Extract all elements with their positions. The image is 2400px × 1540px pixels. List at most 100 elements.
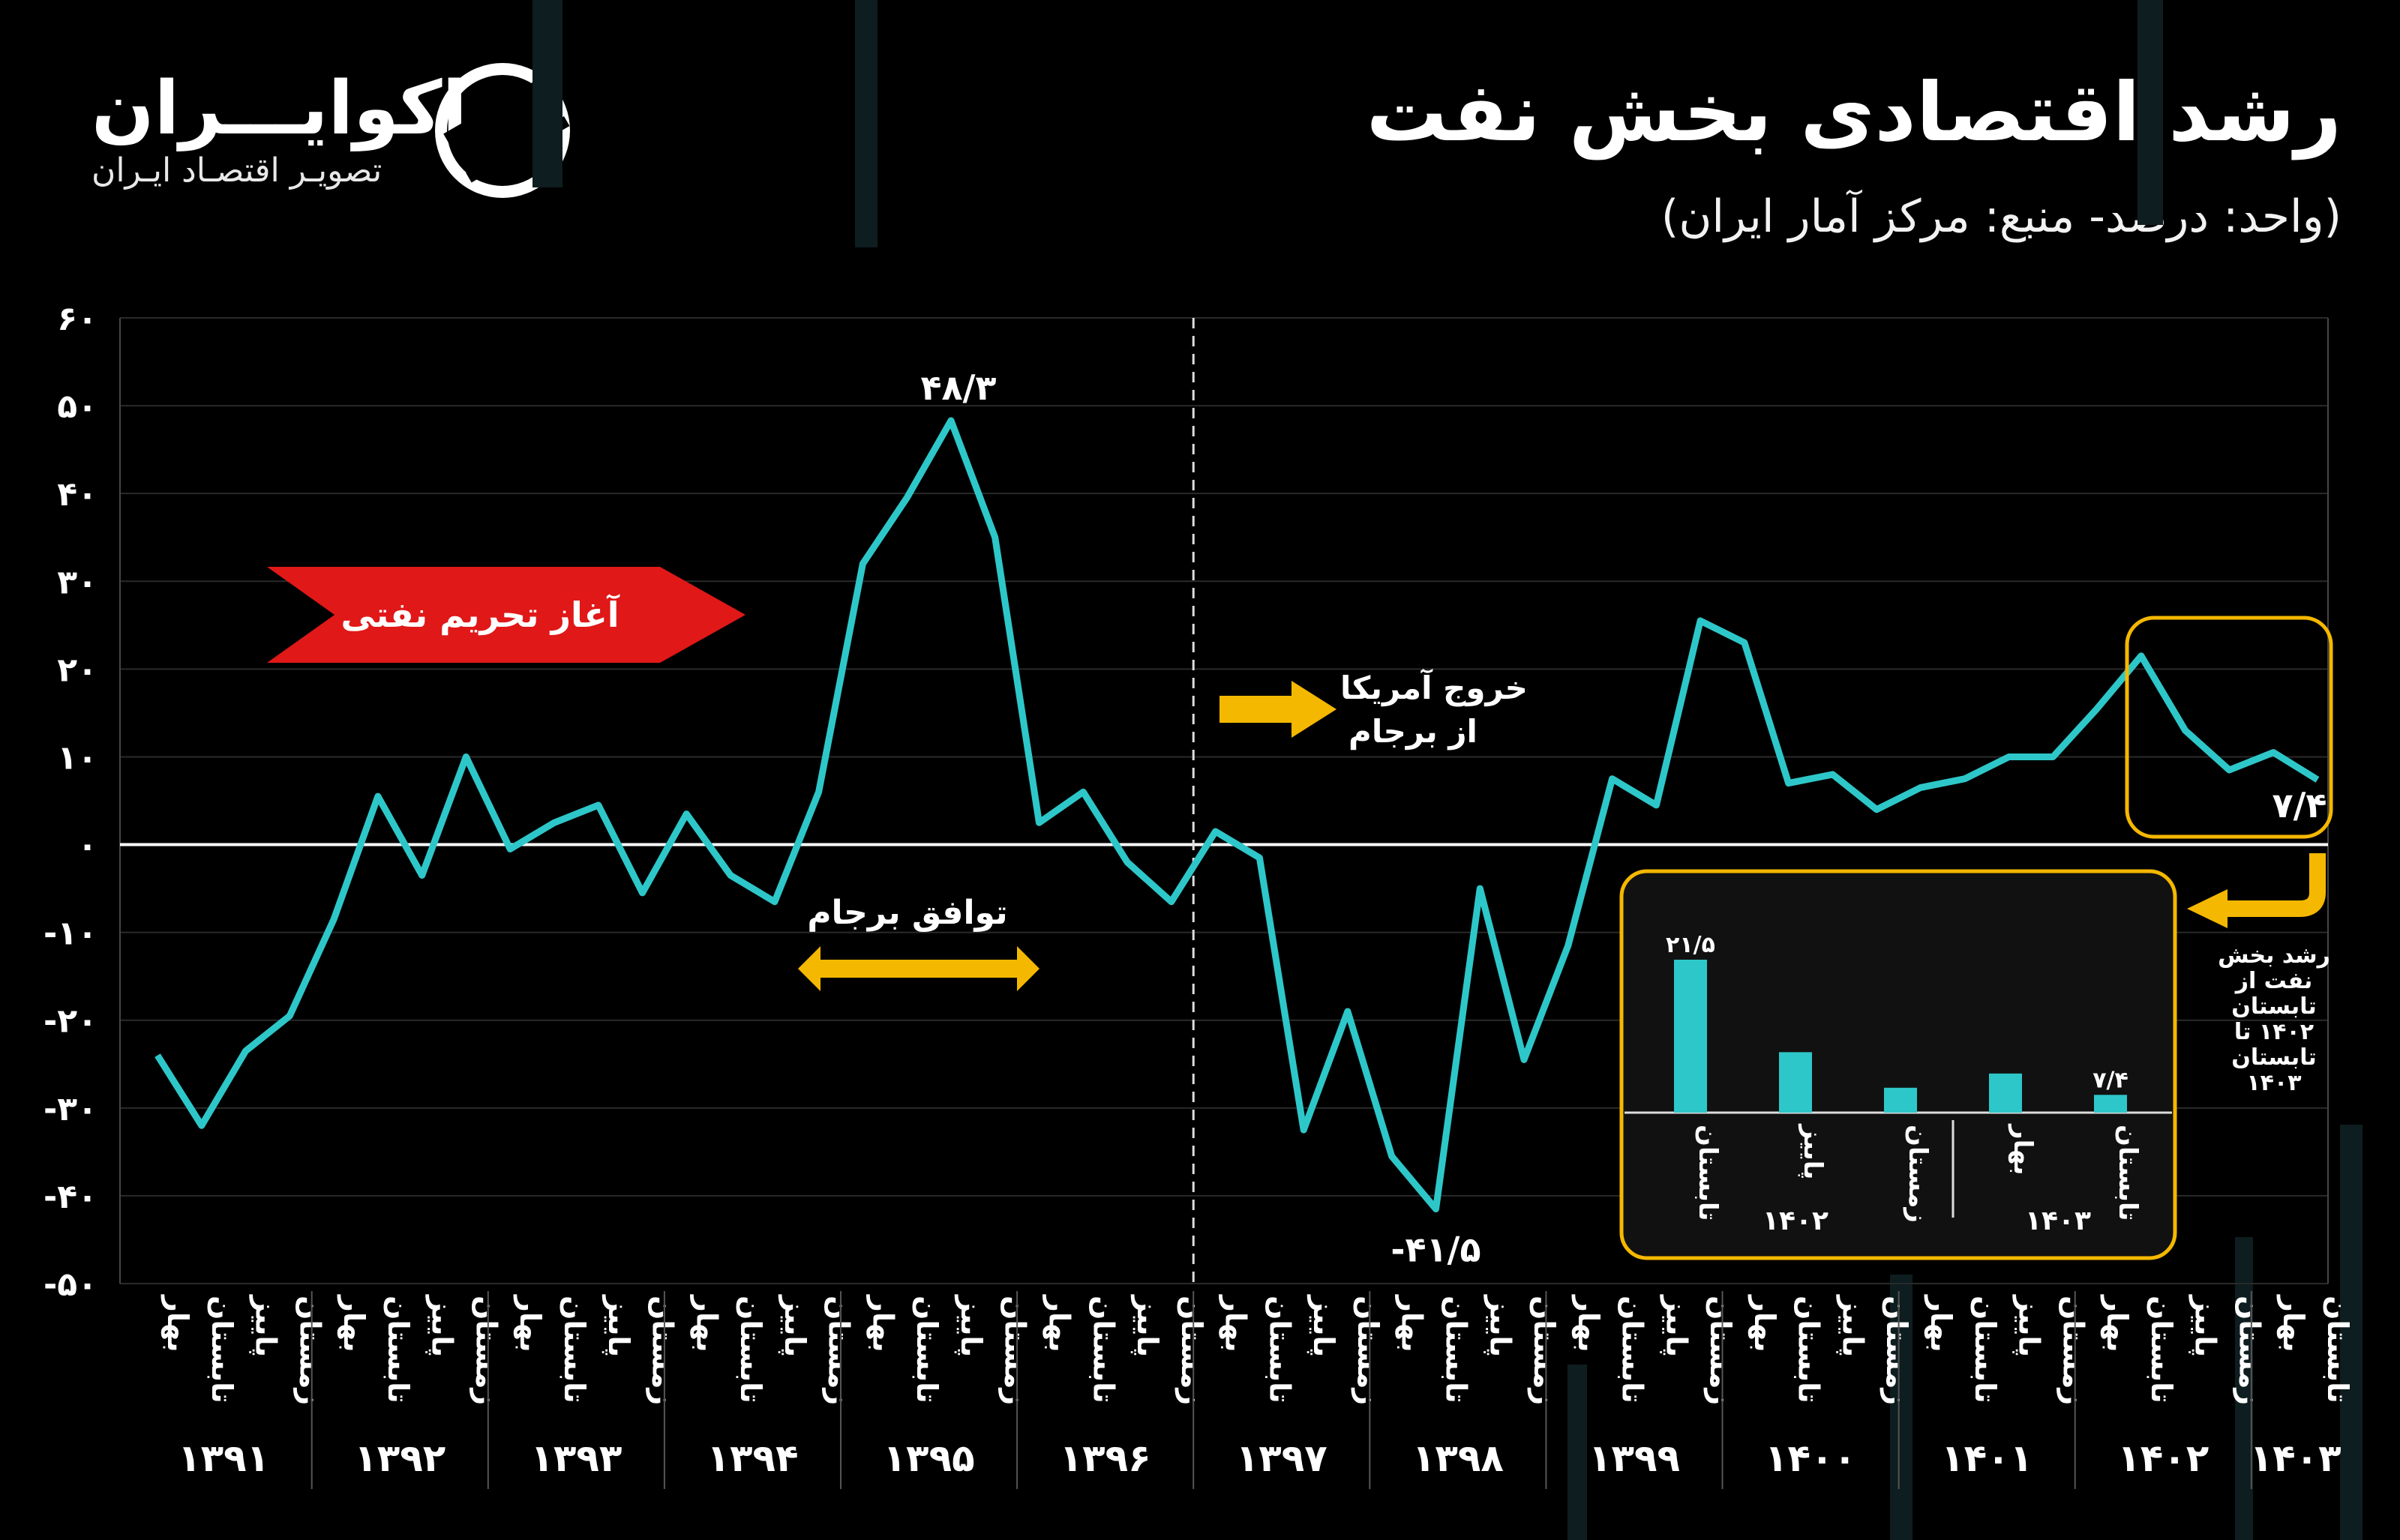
- inset-note-line: تابستان: [2231, 1044, 2316, 1071]
- x-quarter-label: بهار: [1748, 1294, 1781, 1353]
- x-quarter-label: تابستان: [1439, 1296, 1472, 1404]
- x-quarter-label: زمستان: [293, 1296, 326, 1405]
- x-quarter-label: بهار: [866, 1294, 899, 1353]
- inset-category-label: زمستان: [1903, 1125, 1933, 1223]
- x-quarter-label: پاییز: [250, 1294, 283, 1357]
- x-quarter-label: زمستان: [1704, 1296, 1737, 1405]
- x-year-label: ۱۳۹۱: [178, 1437, 269, 1480]
- inset-bar-value: ۷/۴: [2092, 1067, 2128, 1093]
- inset-note-line: ۱۴۰۲ تا: [2234, 1019, 2314, 1045]
- jcpoa-label: توافق برجام: [807, 894, 1007, 932]
- inset-group-label: ۱۴۰۳: [2025, 1206, 2091, 1236]
- x-quarter-label: تابستان: [1792, 1296, 1826, 1404]
- inset-bar-value: ۲۱/۵: [1666, 932, 1715, 958]
- x-quarter-label: بهار: [1396, 1294, 1429, 1353]
- jcpoa-arrow: توافق برجام: [798, 894, 1040, 991]
- inset-note-line: ۱۴۰۳: [2246, 1070, 2301, 1096]
- x-quarter-label: پاییز: [602, 1294, 635, 1357]
- inset-group-label: ۱۴۰۲: [1762, 1206, 1828, 1236]
- inset-note-line: نفت از: [2234, 968, 2313, 994]
- x-year-label: ۱۴۰۳: [2250, 1437, 2342, 1480]
- x-quarter-label: پاییز: [1836, 1294, 1869, 1357]
- x-year-label: ۱۴۰۲: [2117, 1437, 2209, 1480]
- x-quarter-label: زمستان: [646, 1296, 680, 1405]
- x-year-label: ۱۳۹۲: [354, 1437, 446, 1480]
- x-quarter-label: تابستان: [910, 1296, 944, 1404]
- logo-tagline: تصویـر اقتصـاد ایـران: [92, 151, 382, 190]
- inset-category-label: بهار: [2008, 1123, 2038, 1176]
- inset-bar: [1989, 1073, 2022, 1113]
- y-tick-label: -۵۰: [44, 1266, 98, 1304]
- x-quarter-label: بهار: [1572, 1294, 1605, 1353]
- y-tick-label: -۱۰: [44, 915, 98, 953]
- x-year-label: ۱۴۰۰: [1765, 1437, 1856, 1480]
- x-quarter-label: زمستان: [1528, 1296, 1561, 1405]
- page-title: رشد اقتصادی بخش نفت: [1366, 66, 2342, 160]
- x-quarter-label: بهار: [690, 1294, 723, 1353]
- x-quarter-label: پاییز: [955, 1294, 988, 1357]
- y-tick-label: ۶۰: [57, 300, 98, 338]
- x-quarter-label: تابستان: [1263, 1296, 1296, 1404]
- x-quarter-label: بهار: [338, 1294, 370, 1353]
- recent-highlight-box: [2125, 616, 2333, 839]
- inset-pointer-arrow: [2187, 853, 2326, 928]
- x-quarter-label: بهار: [514, 1294, 547, 1353]
- x-quarter-label: تابستان: [1969, 1296, 2002, 1404]
- x-quarter-label: زمستان: [2056, 1296, 2090, 1405]
- x-quarter-label: زمستان: [1175, 1296, 1208, 1405]
- sanctions-arrow: آغاز تحریم نفتی: [267, 567, 746, 663]
- x-quarter-label: بهار: [1924, 1294, 1958, 1353]
- trough-data-label: -۴۱/۵: [1390, 1229, 1480, 1269]
- us-exit-label-1: خروج آمریکا: [1340, 669, 1528, 707]
- x-quarter-label: پاییز: [1307, 1294, 1340, 1357]
- y-tick-label: ۰: [77, 827, 98, 865]
- x-quarter-label: زمستان: [999, 1296, 1032, 1405]
- y-tick-label: ۱۰: [57, 739, 98, 777]
- page-subtitle: (واحد: درصد- منبع: مرکز آمار ایران): [1660, 190, 2342, 243]
- x-quarter-label: زمستان: [823, 1296, 856, 1405]
- x-year-label: ۱۳۹۴: [706, 1437, 798, 1480]
- x-quarter-label: بهار: [1220, 1294, 1252, 1353]
- x-quarter-label: تابستان: [734, 1296, 767, 1404]
- x-quarter-label: تابستان: [1087, 1296, 1120, 1404]
- x-quarter-label: تابستان: [558, 1296, 591, 1404]
- x-quarter-label: زمستان: [470, 1296, 502, 1405]
- x-quarter-label: پاییز: [1131, 1294, 1164, 1357]
- x-quarter-label: بهار: [2101, 1294, 2134, 1353]
- logo-name: اکوایـــران: [92, 66, 468, 151]
- x-year-label: ۱۳۹۸: [1412, 1437, 1504, 1480]
- y-tick-label: -۳۰: [44, 1090, 98, 1128]
- y-tick-label: ۵۰: [57, 388, 98, 426]
- y-tick-label: ۲۰: [57, 651, 98, 689]
- x-quarter-label: پاییز: [1484, 1294, 1516, 1357]
- inset-bar: [1884, 1087, 1917, 1113]
- sanctions-label: آغاز تحریم نفتی: [340, 594, 620, 635]
- last-data-label: ۷/۴: [2272, 785, 2327, 825]
- x-year-label: ۱۳۹۷: [1236, 1437, 1328, 1480]
- x-year-label: ۱۳۹۵: [884, 1437, 975, 1480]
- us-exit-arrow: خروج آمریکا از برجام: [1220, 669, 1528, 751]
- inset-category-label: تابستان: [1693, 1125, 1723, 1221]
- us-exit-label-2: از برجام: [1348, 713, 1478, 751]
- peak-data-label: ۴۸/۳: [920, 367, 996, 408]
- x-quarter-label: زمستان: [2233, 1296, 2266, 1405]
- ecoiran-logo-icon: [435, 63, 570, 198]
- y-tick-label: -۴۰: [44, 1178, 98, 1216]
- x-quarter-label: زمستان: [1880, 1296, 1913, 1405]
- inset-category-label: تابستان: [2113, 1125, 2143, 1221]
- x-quarter-label: تابستان: [206, 1296, 238, 1404]
- x-quarter-label: بهار: [2277, 1294, 2310, 1353]
- x-quarter-label: پاییز: [2189, 1294, 2222, 1357]
- x-quarter-label: بهار: [1043, 1294, 1076, 1353]
- x-year-label: ۱۳۹۹: [1588, 1437, 1680, 1480]
- x-quarter-label: پاییز: [426, 1294, 459, 1357]
- x-year-label: ۱۴۰۱: [1941, 1437, 2032, 1480]
- inset-note-line: رشد بخش: [2218, 942, 2330, 969]
- x-quarter-label: پاییز: [2013, 1294, 2046, 1357]
- oil-growth-series: [154, 417, 2320, 1212]
- inset-category-label: پاییز: [1798, 1123, 1828, 1179]
- inset-bar: [1674, 960, 1707, 1113]
- x-quarter-label: تابستان: [1616, 1296, 1649, 1404]
- y-tick-label: ۳۰: [57, 563, 98, 601]
